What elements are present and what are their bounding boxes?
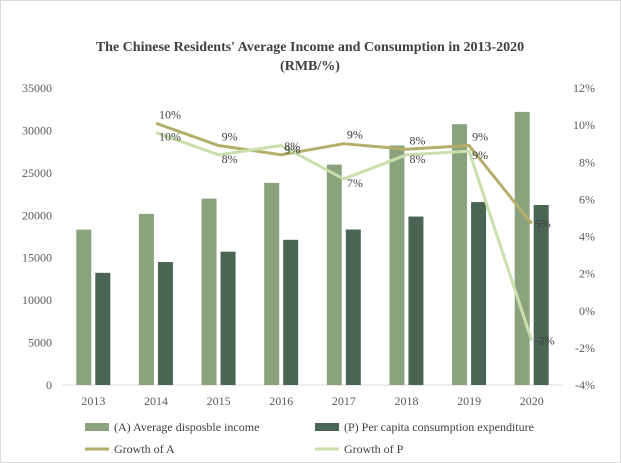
growth-data-label: 10% [159,130,181,144]
left-tick-label: 5000 [28,336,52,350]
bar-consumption-expenditure [220,251,236,385]
right-tick-label: 6% [579,192,595,206]
bar-consumption-expenditure [95,272,111,385]
right-tick-label: -2% [575,341,595,355]
growth-data-label: 9% [472,130,488,144]
bar-average-income [264,182,280,385]
growth-data-label: 9% [347,128,363,142]
line-growth-of-p [155,131,534,341]
bar-average-income [326,164,342,385]
x-tick-label: 2018 [394,394,418,408]
growth-data-label: 8% [409,133,425,147]
growth-data-label: 8% [409,152,425,166]
bar-average-income [76,229,92,385]
growth-data-label: 7% [347,176,363,190]
growth-data-label: 9% [222,130,238,144]
growth-labels: 10%9%8%9% 8% 9%5%10%8%9%7%8% 9%-2% [159,107,555,347]
line-growth-of-a [155,121,533,225]
legend-label: Growth of P [344,442,404,456]
bar-consumption-expenditure [345,229,361,385]
legend-label: (P) Per capita consumption expenditure [344,420,534,434]
x-tick-label: 2016 [269,394,293,408]
bar-consumption-expenditure [471,202,487,385]
right-tick-label: 4% [579,230,595,244]
chart-subtitle: (RMB/%) [280,59,340,74]
left-tick-label: 15000 [22,251,52,265]
left-tick-label: 0 [46,378,52,392]
bar-consumption-expenditure [408,216,424,385]
right-axis: -4% -2% 0% 2% 4% 6% 8% 10% 12% [573,81,595,392]
left-axis: 0 5000 10000 15000 20000 25000 30000 35000 [22,81,52,392]
right-tick-label: 0% [579,304,595,318]
legend-label: Growth of A [114,442,175,456]
bar-average-income [389,145,405,385]
growth-data-label: 9% [472,148,488,162]
left-tick-label: 25000 [22,166,52,180]
right-tick-label: 2% [579,267,595,281]
legend-swatch [85,423,109,431]
bar-consumption-expenditure [533,205,549,385]
bar-average-income [514,111,530,386]
growth-data-label: -2% [535,333,555,347]
right-tick-label: 8% [579,155,595,169]
left-tick-label: 10000 [22,293,52,307]
x-tick-label: 2014 [144,394,168,408]
growth-data-label: 9% [284,143,300,157]
left-tick-label: 20000 [22,208,52,222]
x-tick-label: 2013 [81,394,105,408]
chart-title: The Chinese Residents' Average Income an… [96,40,524,55]
legend-label: (A) Average disposble income [114,420,259,434]
legend-swatch [315,423,339,431]
bar-average-income [201,198,217,385]
x-axis: 2013 2014 2015 2016 2017 2018 2019 2020 [81,394,543,408]
right-tick-label: 12% [573,81,595,95]
bar-consumption-expenditure [283,239,299,385]
right-tick-label: -4% [575,378,595,392]
x-tick-label: 2017 [332,394,356,408]
left-tick-label: 30000 [22,123,52,137]
growth-data-label: 8% [222,152,238,166]
bars [76,111,549,386]
bar-average-income [138,213,154,385]
growth-data-label: 10% [159,107,181,121]
right-tick-label: 10% [573,118,595,132]
x-tick-label: 2020 [520,394,544,408]
growth-data-label: 5% [535,217,551,231]
legend: (A) Average disposble income (P) Per capi… [85,420,534,456]
left-tick-label: 35000 [22,81,52,95]
x-tick-label: 2015 [207,394,231,408]
growth-lines [155,121,534,341]
growth-data-label: 8% [284,139,300,153]
bar-consumption-expenditure [157,262,173,385]
bar-average-income [452,124,468,385]
x-tick-label: 2019 [457,394,481,408]
